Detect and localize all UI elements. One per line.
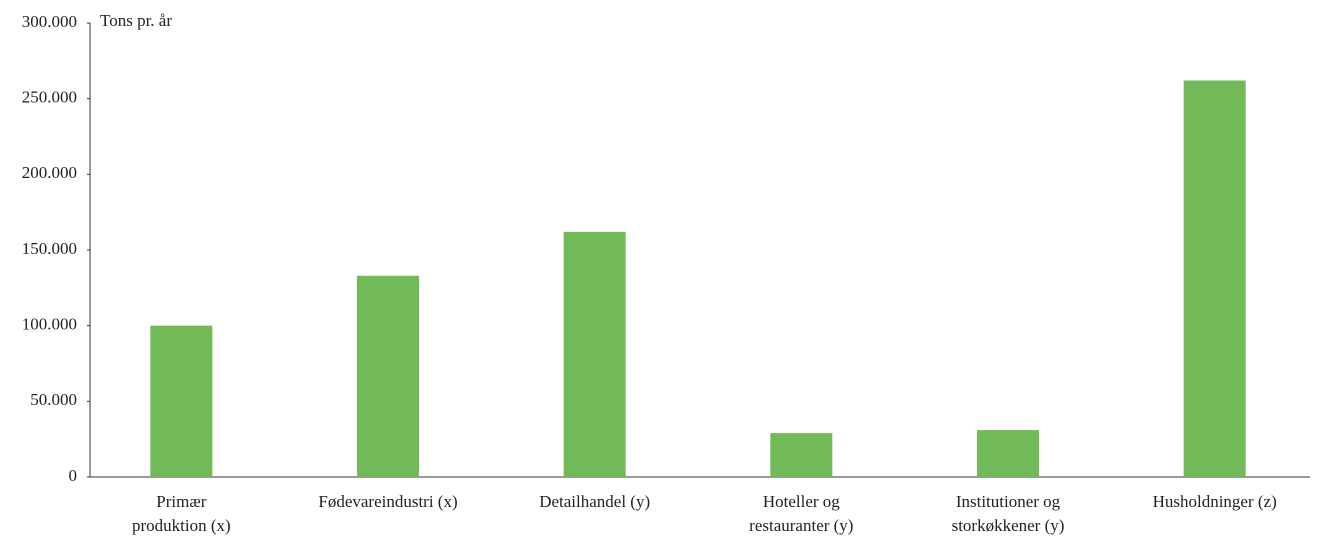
y-tick-label: 100.000 (22, 315, 77, 334)
bar (977, 430, 1039, 477)
y-tick-label: 0 (69, 466, 78, 485)
y-tick-label: 150.000 (22, 239, 77, 258)
x-tick-label: Institutioner og (956, 492, 1061, 511)
y-tick-label: 300.000 (22, 12, 77, 31)
x-tick-label: restauranter (y) (749, 516, 853, 535)
bar (563, 231, 626, 477)
bar (770, 433, 833, 477)
y-tick-label: 50.000 (30, 390, 77, 409)
bar (1183, 80, 1246, 478)
x-tick-label: Hoteller og (763, 492, 840, 511)
bar (357, 275, 419, 477)
x-tick-label: Primær (156, 492, 206, 511)
y-axis-label: Tons pr. år (100, 11, 172, 30)
x-tick-label: Fødevareindustri (x) (318, 492, 457, 511)
x-tick-label: Husholdninger (z) (1153, 492, 1277, 511)
x-tick-label: Detailhandel (y) (539, 492, 650, 511)
bar (150, 325, 213, 477)
y-tick-label: 200.000 (22, 163, 77, 182)
y-tick-label: 250.000 (22, 88, 77, 107)
x-tick-label: produktion (x) (132, 516, 231, 535)
x-tick-label: storkøkkener (y) (952, 516, 1065, 535)
